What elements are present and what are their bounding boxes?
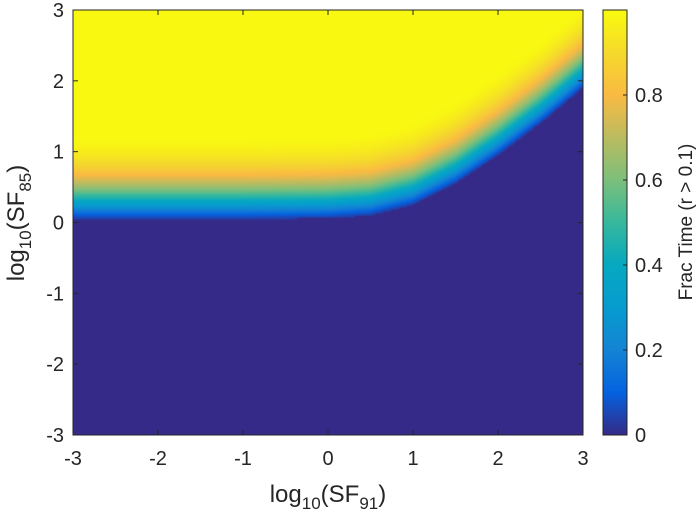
y-axis-label-main: log — [3, 249, 30, 281]
x-tick-label: 1 — [407, 448, 418, 470]
colorbar: 0 0.2 0.4 0.6 0.8 Frac Time (r > 0.1) — [602, 9, 697, 447]
x-tick-label: -2 — [149, 448, 167, 470]
heatmap-image — [73, 10, 583, 435]
x-axis-label-sub2: 91 — [359, 494, 378, 513]
colorbar-frame — [602, 9, 628, 436]
x-axis-label-sub: 10 — [302, 494, 321, 513]
x-axis-label: log10(SF91) — [270, 481, 387, 513]
x-tick-label: -1 — [234, 448, 252, 470]
y-tick-label: 1 — [53, 142, 64, 164]
y-tick-label: 3 — [53, 0, 64, 22]
colorbar-tick-label: 0.6 — [635, 170, 663, 192]
y-axis-label-sub: 10 — [16, 230, 35, 249]
heatmap-plot-area — [72, 9, 584, 436]
colorbar-label: Frac Time (r > 0.1) — [676, 144, 697, 301]
x-axis-ticks: -3 -2 -1 0 1 2 3 — [64, 10, 589, 470]
y-axis-label-paren-open: (SF — [3, 192, 30, 231]
x-axis-label-paren-close: ) — [378, 481, 386, 508]
x-tick-label: 2 — [492, 448, 503, 470]
y-axis-label-paren-close: ) — [3, 165, 30, 173]
y-tick-label: -1 — [46, 283, 64, 305]
x-tick-label: 0 — [322, 448, 333, 470]
colorbar-gradient — [603, 10, 627, 435]
x-axis-label-paren-open: (SF — [321, 481, 360, 508]
x-tick-label: 3 — [577, 448, 588, 470]
colorbar-tick-label: 0.2 — [635, 340, 663, 362]
y-axis-label: log10(SF85) — [3, 165, 35, 282]
y-tick-label: -2 — [46, 354, 64, 376]
y-axis-ticks: -3 -2 -1 0 1 2 3 — [46, 0, 583, 447]
y-tick-label: -3 — [46, 425, 64, 447]
y-tick-label: 2 — [53, 71, 64, 93]
x-axis-label-main: log — [270, 481, 302, 508]
y-axis-label-sub2: 85 — [16, 173, 35, 192]
x-tick-label: -3 — [64, 448, 82, 470]
colorbar-tick-label: 0 — [635, 425, 646, 447]
colorbar-ticks: 0 0.2 0.4 0.6 0.8 — [623, 85, 663, 447]
colorbar-tick-label: 0.4 — [635, 255, 663, 277]
colorbar-tick-label: 0.8 — [635, 85, 663, 107]
y-tick-label: 0 — [53, 213, 64, 235]
